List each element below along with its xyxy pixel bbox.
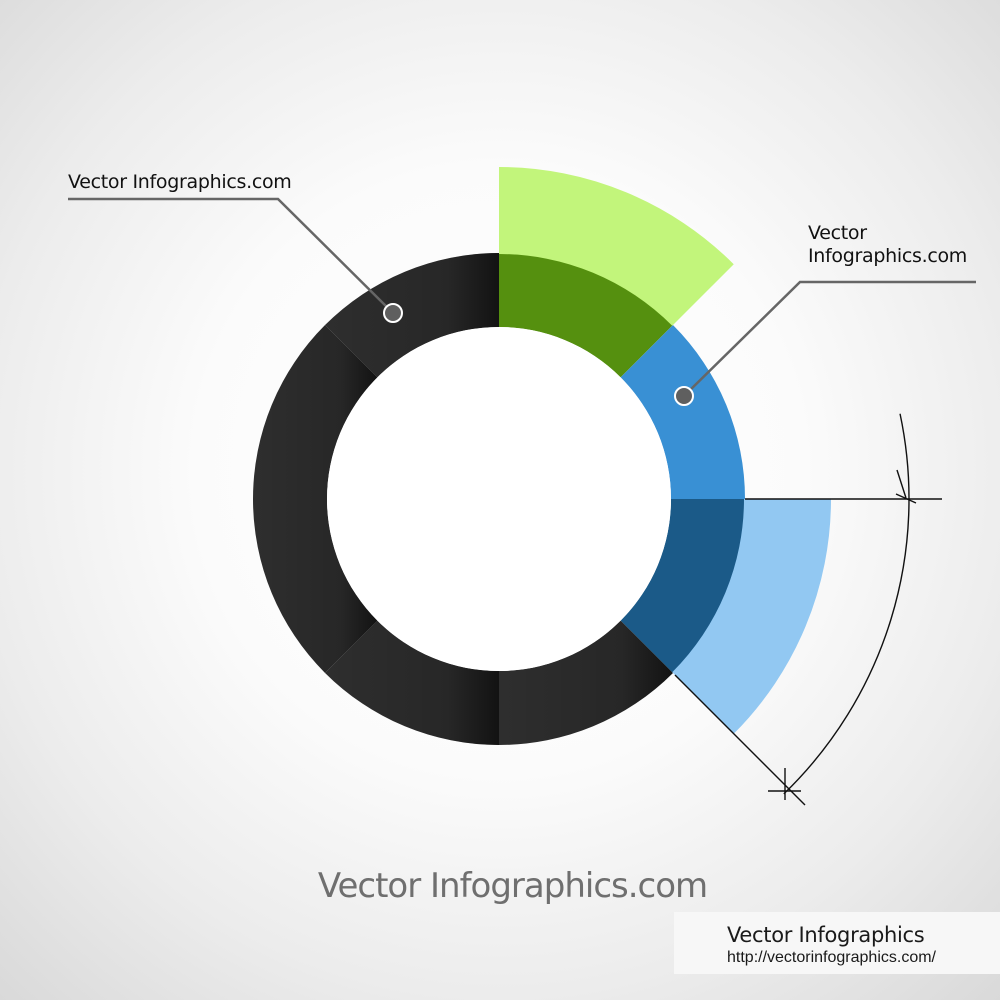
donut-hole [327,327,671,671]
callout-right-label: Vector Infographics.com [808,222,968,267]
segment-2 [620,325,745,499]
extended-segments [499,167,831,734]
segment-5-shade [325,620,499,745]
segment-4-shade [499,620,673,745]
credit-title: Vector Infographics [727,923,925,947]
callout-left-leader [68,197,403,323]
measure-arc-diagonal [674,674,806,806]
measure-arc [674,413,942,806]
segment-1-extension [499,167,734,326]
segment-3-extension [672,499,831,734]
donut-ring [253,253,745,745]
callout-right-dot [674,386,694,406]
segment-3 [620,499,745,673]
callout-left-label: Vector Infographics.com [68,171,292,193]
segment-1 [499,253,673,378]
segment-7-shade [253,325,378,499]
segment-6-shade [253,499,378,673]
callout-left-dot [383,303,403,323]
callout-right-leader [674,280,976,406]
main-caption: Vector Infographics.com [317,866,708,906]
credit-url[interactable]: http://vectorinfographics.com/ [727,949,936,966]
credit-box: Vector Infographics http://vectorinfogra… [674,912,1000,974]
measure-arc-curve [783,413,910,795]
segment-8-shade [325,253,499,378]
measure-arc-tick-top [895,469,917,504]
measure-arc-tick-bottom [768,768,801,800]
